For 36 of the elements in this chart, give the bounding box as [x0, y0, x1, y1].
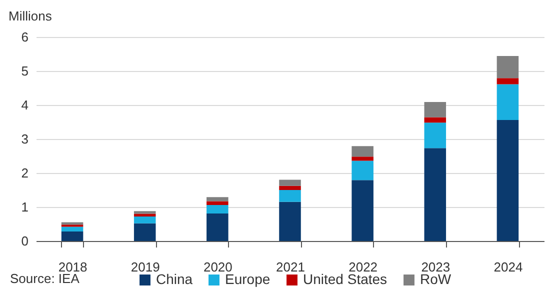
bar: [206, 201, 228, 205]
bar: [279, 190, 301, 202]
y-tick-label: 2: [21, 166, 28, 180]
bar: [134, 211, 156, 214]
bar: [279, 202, 301, 241]
y-tick-label: 0: [21, 234, 28, 248]
bar: [206, 204, 228, 214]
y-axis-title: Millions: [8, 8, 52, 24]
bar: [424, 102, 446, 118]
bar: [61, 226, 84, 232]
bar: [61, 231, 84, 241]
bar: [206, 213, 228, 241]
bar: [424, 117, 446, 123]
bar: [134, 223, 156, 241]
bar: [279, 180, 301, 186]
bar: [352, 160, 374, 180]
bar: [352, 146, 374, 157]
bar: [134, 214, 156, 217]
bar: [206, 197, 228, 202]
bar: [134, 216, 156, 224]
bar: [496, 78, 519, 84]
x-tick-label: 2021: [276, 260, 305, 274]
y-tick-label: 1: [21, 200, 28, 214]
y-tick-label: 4: [21, 98, 28, 112]
y-tick-label: 6: [21, 30, 28, 44]
bar: [279, 186, 301, 190]
bar: [352, 180, 374, 241]
x-tick-label: 2024: [494, 260, 523, 274]
bar: [424, 122, 446, 148]
y-tick-label: 3: [21, 132, 28, 146]
bar: [424, 148, 446, 241]
bar: [496, 120, 519, 241]
y-tick-label: 5: [21, 64, 28, 78]
bar: [496, 84, 519, 120]
bar: [352, 156, 374, 161]
bar: [496, 56, 519, 78]
